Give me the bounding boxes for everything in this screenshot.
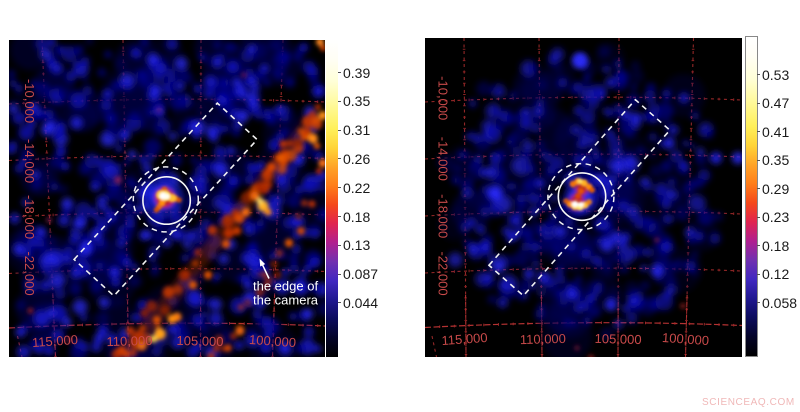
svg-text:-14,000: -14,000 <box>22 139 37 183</box>
svg-text:110,000: 110,000 <box>520 331 566 347</box>
svg-text:105,000: 105,000 <box>594 331 641 347</box>
svg-text:115,000: 115,000 <box>441 330 488 348</box>
svg-text:115,000: 115,000 <box>31 332 78 350</box>
svg-text:the camera: the camera <box>253 293 319 308</box>
svg-text:-22,000: -22,000 <box>22 251 37 295</box>
svg-text:100,000: 100,000 <box>662 330 710 348</box>
svg-text:-22,000: -22,000 <box>436 251 451 295</box>
svg-text:-10,000: -10,000 <box>22 79 37 123</box>
svg-text:-10,000: -10,000 <box>436 76 451 120</box>
svg-text:-14,000: -14,000 <box>436 137 451 181</box>
svg-text:100,000: 100,000 <box>249 332 297 350</box>
svg-text:105,000: 105,000 <box>176 333 223 349</box>
svg-text:the edge of: the edge of <box>253 279 318 294</box>
svg-text:110,000: 110,000 <box>106 333 152 349</box>
svg-text:-18,000: -18,000 <box>436 194 451 238</box>
svg-text:-18,000: -18,000 <box>22 195 37 239</box>
